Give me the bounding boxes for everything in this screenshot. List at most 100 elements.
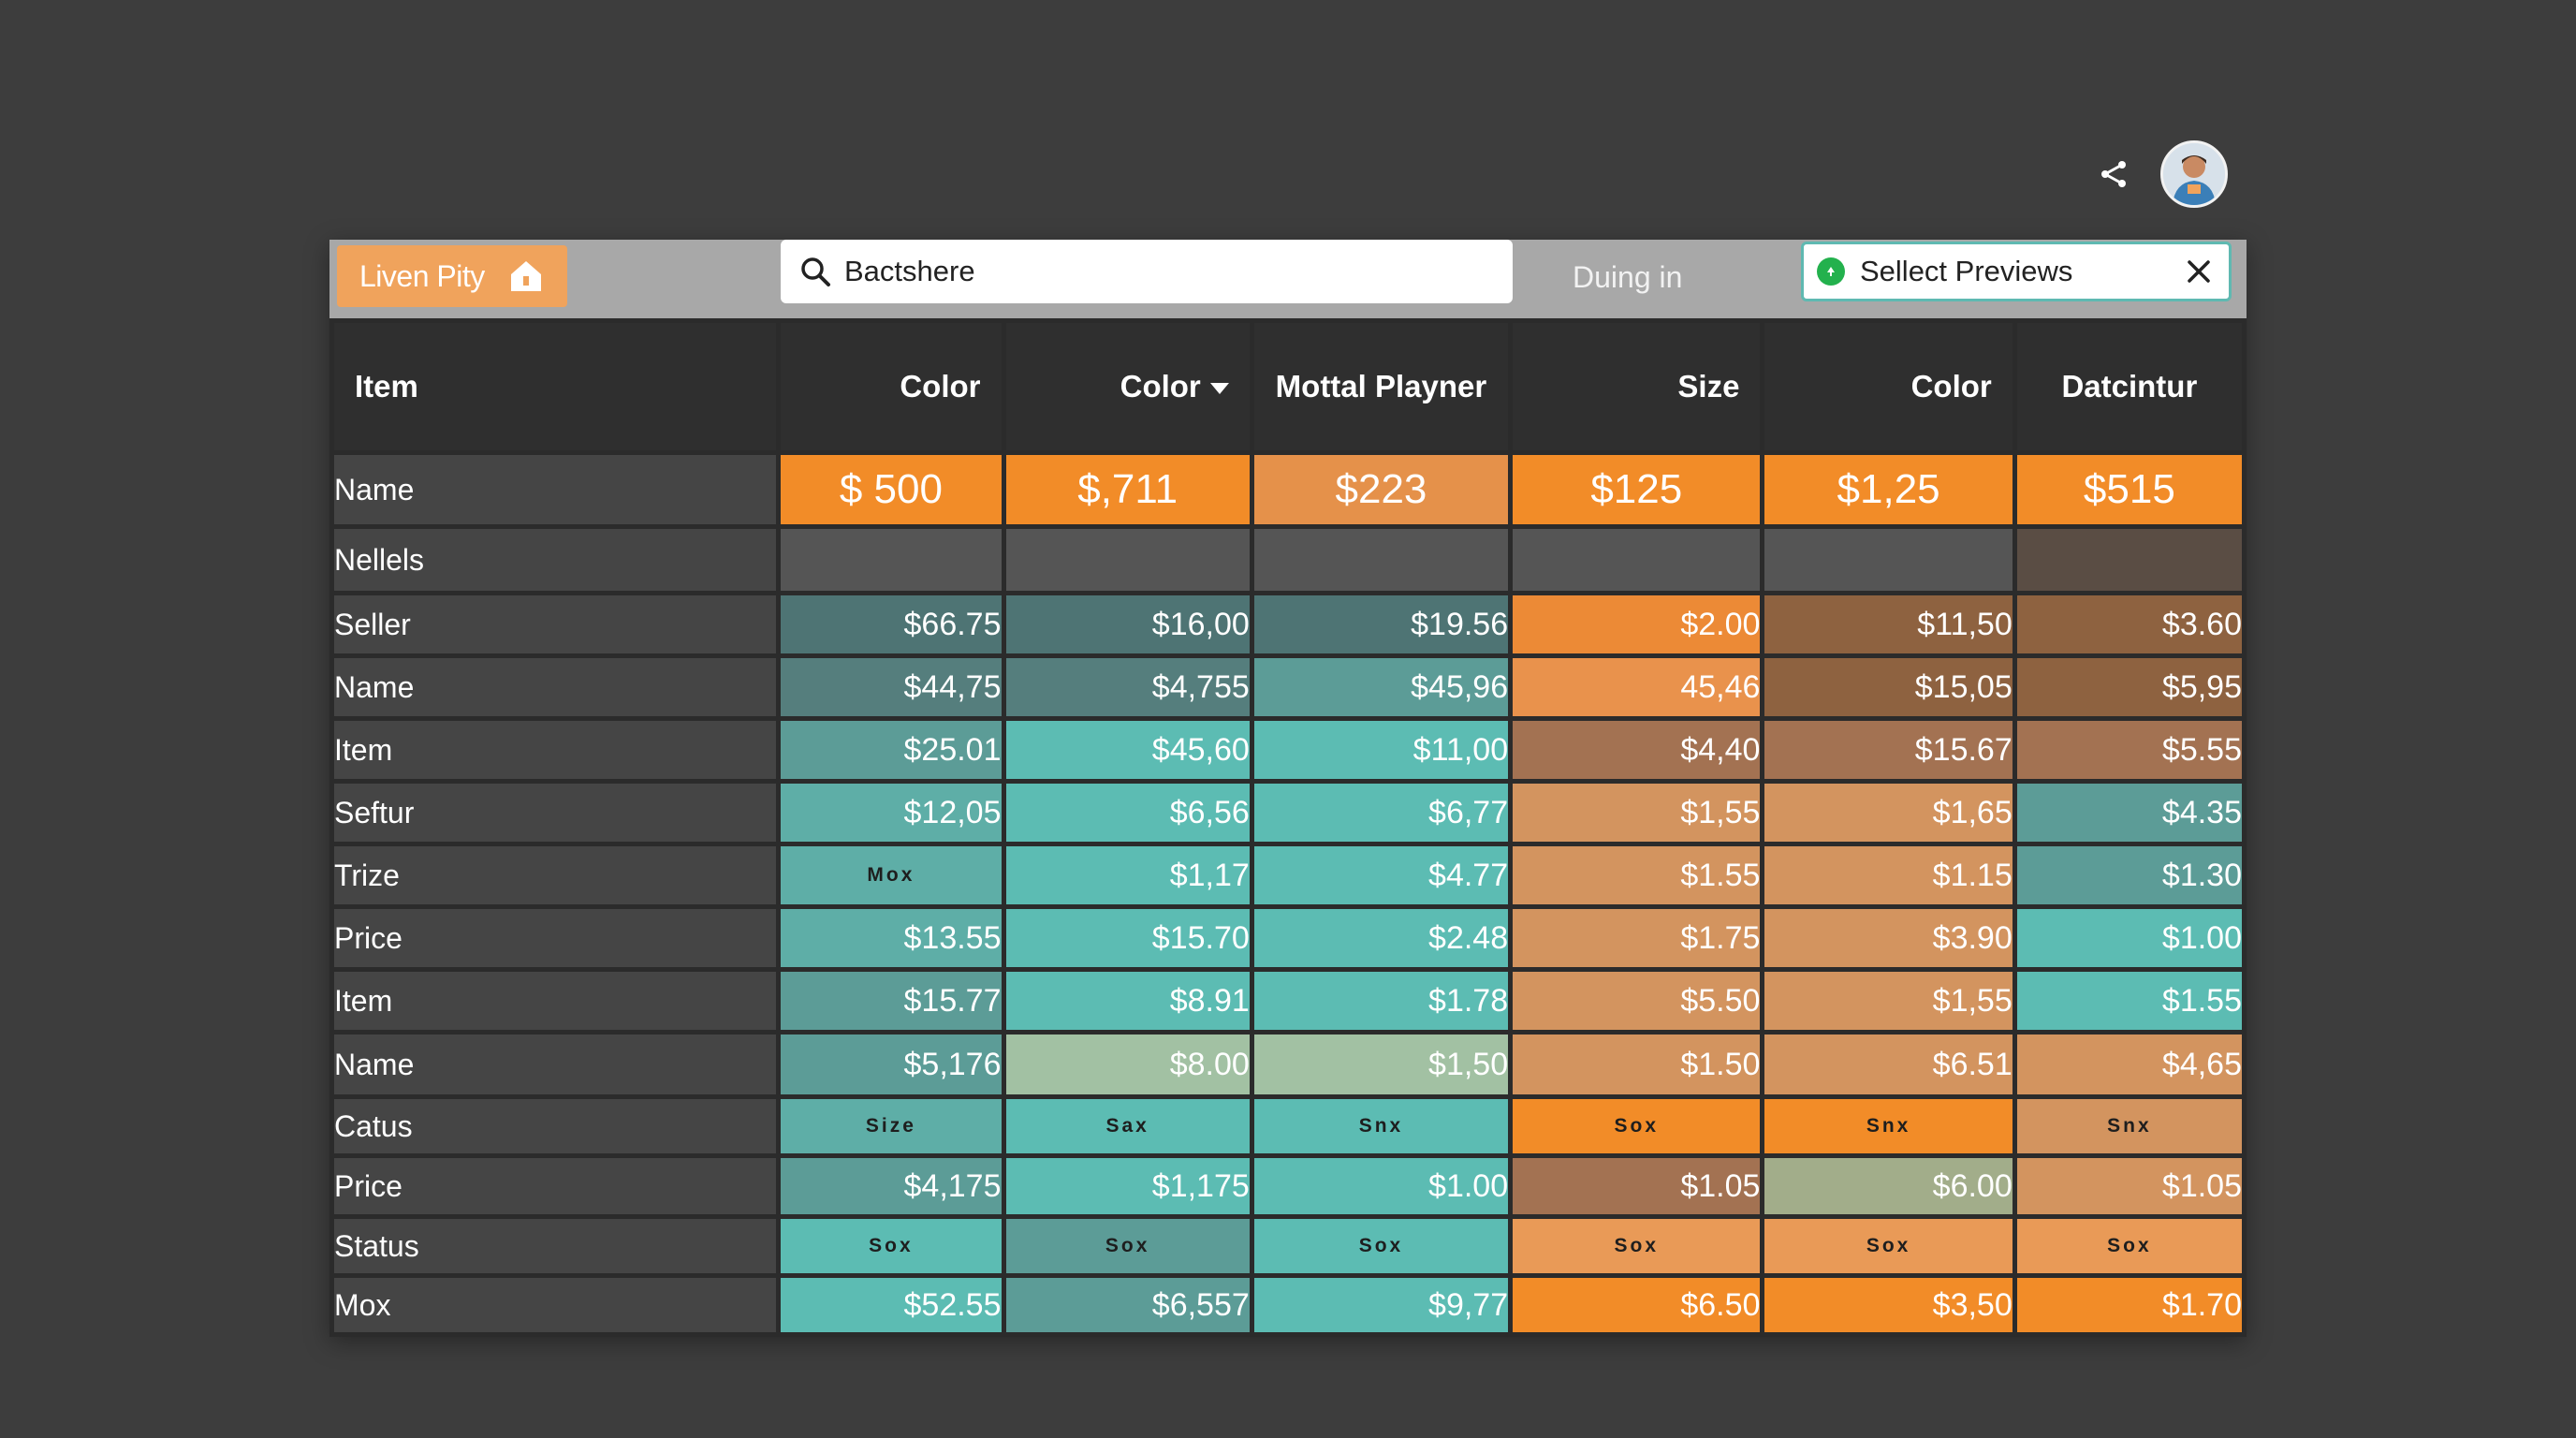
table-cell[interactable]: $4,755 — [1005, 658, 1250, 716]
table-cell[interactable]: $4,65 — [2016, 1034, 2242, 1094]
table-cell[interactable]: $3.60 — [2016, 595, 2242, 653]
table-row[interactable]: Price $4,175 $1,175 $1.00 $1.05 $6.00 $1.05 — [334, 1158, 2242, 1214]
table-cell[interactable]: $1,55 — [1513, 784, 1761, 842]
table-row[interactable]: Status Sox Sox Sox Sox Sox Sox — [334, 1219, 2242, 1273]
table-cell[interactable]: $ 500 — [781, 455, 1002, 524]
table-cell[interactable]: $1.70 — [2016, 1278, 2242, 1332]
table-cell[interactable]: $3.90 — [1764, 909, 2012, 967]
table-cell[interactable]: Sox — [781, 1219, 1002, 1273]
table-cell[interactable]: Mox — [781, 846, 1002, 904]
table-cell[interactable]: $1.05 — [1513, 1158, 1761, 1214]
table-cell[interactable]: $15.77 — [781, 972, 1002, 1030]
column-header-datcintur[interactable]: Datcintur — [2016, 323, 2242, 450]
table-cell[interactable]: $15.70 — [1005, 909, 1250, 967]
table-cell[interactable]: $223 — [1253, 455, 1509, 524]
table-cell[interactable]: $52.55 — [781, 1278, 1002, 1332]
table-cell[interactable]: $,711 — [1005, 455, 1250, 524]
table-cell[interactable]: Sox — [2016, 1219, 2242, 1273]
table-row[interactable]: Item $15.77 $8.91 $1.78 $5.50 $1,55 $1.55 — [334, 972, 2242, 1030]
table-cell[interactable]: $2.48 — [1253, 909, 1509, 967]
table-cell[interactable]: $5,95 — [2016, 658, 2242, 716]
table-row[interactable]: Price $13.55 $15.70 $2.48 $1.75 $3.90 $1.00 — [334, 909, 2242, 967]
brand-button[interactable]: Liven Pity — [337, 245, 567, 307]
table-cell[interactable]: $1.75 — [1513, 909, 1761, 967]
table-cell[interactable]: $25.01 — [781, 721, 1002, 779]
select-previews-chip[interactable]: Sellect Previews — [1801, 242, 2232, 301]
search-box[interactable] — [781, 240, 1513, 303]
table-cell[interactable]: $5.50 — [1513, 972, 1761, 1030]
table-row[interactable]: Name $44,75 $4,755 $45,96 45,46 $15,05 $5,95 — [334, 658, 2242, 716]
table-cell[interactable]: Sox — [1253, 1219, 1509, 1273]
table-cell[interactable]: $1,17 — [1005, 846, 1250, 904]
table-cell[interactable]: $6,557 — [1005, 1278, 1250, 1332]
table-row[interactable]: Trize Mox $1,17 $4.77 $1.55 $1.15 $1.30 — [334, 846, 2242, 904]
table-cell[interactable]: Sox — [1005, 1219, 1250, 1273]
table-cell[interactable]: $6,77 — [1253, 784, 1509, 842]
column-header-mottal-playner[interactable]: Mottal Playner — [1253, 323, 1509, 450]
table-cell[interactable]: $125 — [1513, 455, 1761, 524]
search-input[interactable] — [844, 255, 1481, 288]
column-header-color[interactable]: Color — [781, 323, 1002, 450]
table-cell[interactable]: $4,40 — [1513, 721, 1761, 779]
table-cell[interactable]: $44,75 — [781, 658, 1002, 716]
table-cell[interactable]: Snx — [1764, 1099, 2012, 1153]
table-row[interactable]: Name $5,176 $8.00 $1,50 $1.50 $6.51 $4,65 — [334, 1034, 2242, 1094]
caret-down-icon[interactable] — [1209, 383, 1229, 395]
table-cell[interactable] — [1764, 529, 2012, 591]
table-cell[interactable] — [2016, 529, 2242, 591]
table-cell[interactable] — [1513, 529, 1761, 591]
column-header-color-sort[interactable]: Color — [1005, 323, 1250, 450]
table-cell[interactable]: $45,60 — [1005, 721, 1250, 779]
table-cell[interactable]: Snx — [1253, 1099, 1509, 1153]
table-cell[interactable]: $1.50 — [1513, 1034, 1761, 1094]
table-cell[interactable]: $1.05 — [2016, 1158, 2242, 1214]
table-row[interactable]: Seftur $12,05 $6,56 $6,77 $1,55 $1,65 $4.35 — [334, 784, 2242, 842]
table-cell[interactable]: $1.15 — [1764, 846, 2012, 904]
table-cell[interactable]: $5.55 — [2016, 721, 2242, 779]
table-cell[interactable]: $15,05 — [1764, 658, 2012, 716]
table-cell[interactable]: $1.78 — [1253, 972, 1509, 1030]
table-row[interactable]: Seller $66.75 $16,00 $19.56 $2.00 $11,50 $3.60 — [334, 595, 2242, 653]
table-cell[interactable]: $5,176 — [781, 1034, 1002, 1094]
table-cell[interactable]: $1,175 — [1005, 1158, 1250, 1214]
table-cell[interactable]: $2.00 — [1513, 595, 1761, 653]
share-icon[interactable] — [2097, 157, 2130, 191]
table-cell[interactable]: $6.50 — [1513, 1278, 1761, 1332]
table-row[interactable]: Item $25.01 $45,60 $11,00 $4,40 $15.67 $5.55 — [334, 721, 2242, 779]
table-cell[interactable]: $6,56 — [1005, 784, 1250, 842]
table-cell[interactable]: $1,25 — [1764, 455, 2012, 524]
table-cell[interactable]: $6.00 — [1764, 1158, 2012, 1214]
table-cell[interactable] — [1005, 529, 1250, 591]
table-row[interactable]: Name $ 500 $,711 $223 $125 $1,25 $515 — [334, 455, 2242, 524]
column-header-size[interactable]: Size — [1513, 323, 1761, 450]
table-cell[interactable]: $3,50 — [1764, 1278, 2012, 1332]
table-cell[interactable] — [781, 529, 1002, 591]
table-cell[interactable]: $12,05 — [781, 784, 1002, 842]
table-cell[interactable]: $8.91 — [1005, 972, 1250, 1030]
table-cell[interactable]: $1.55 — [2016, 972, 2242, 1030]
table-cell[interactable]: $1.55 — [1513, 846, 1761, 904]
table-cell[interactable]: $1.00 — [1253, 1158, 1509, 1214]
table-cell[interactable]: $13.55 — [781, 909, 1002, 967]
table-cell[interactable]: $4.35 — [2016, 784, 2242, 842]
close-icon[interactable] — [2186, 258, 2212, 285]
table-cell[interactable]: $515 — [2016, 455, 2242, 524]
column-header-item[interactable]: Item — [334, 323, 777, 450]
table-cell[interactable]: $9,77 — [1253, 1278, 1509, 1332]
column-header-color-2[interactable]: Color — [1764, 323, 2012, 450]
table-cell[interactable]: Sox — [1764, 1219, 2012, 1273]
table-cell[interactable]: $1.30 — [2016, 846, 2242, 904]
table-cell[interactable]: $1,50 — [1253, 1034, 1509, 1094]
table-cell[interactable]: $1,55 — [1764, 972, 2012, 1030]
table-cell[interactable]: Sox — [1513, 1219, 1761, 1273]
table-row[interactable]: Catus Size Sax Snx Sox Snx Snx — [334, 1099, 2242, 1153]
table-cell[interactable]: $1,65 — [1764, 784, 2012, 842]
table-row[interactable]: Mox $52.55 $6,557 $9,77 $6.50 $3,50 $1.70 — [334, 1278, 2242, 1332]
user-avatar[interactable] — [2160, 140, 2228, 208]
table-cell[interactable]: $15.67 — [1764, 721, 2012, 779]
table-cell[interactable]: $16,00 — [1005, 595, 1250, 653]
table-cell[interactable]: $6.51 — [1764, 1034, 2012, 1094]
table-cell[interactable]: Sox — [1513, 1099, 1761, 1153]
table-cell[interactable]: Sax — [1005, 1099, 1250, 1153]
table-cell[interactable]: $19.56 — [1253, 595, 1509, 653]
